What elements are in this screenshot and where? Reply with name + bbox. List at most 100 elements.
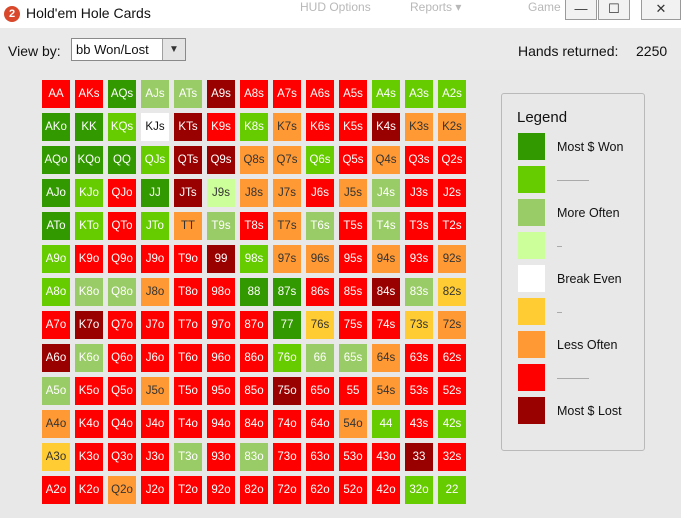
hand-cell[interactable]: 93o — [207, 443, 235, 471]
hand-cell[interactable]: 76s — [306, 311, 334, 339]
hand-cell[interactable]: 95s — [339, 245, 367, 273]
hand-cell[interactable]: J6o — [141, 344, 169, 372]
hand-cell[interactable]: 42s — [438, 410, 466, 438]
hand-cell[interactable]: J8o — [141, 278, 169, 306]
hand-cell[interactable]: J3o — [141, 443, 169, 471]
hand-cell[interactable]: T9o — [174, 245, 202, 273]
hand-cell[interactable]: 73s — [405, 311, 433, 339]
hand-cell[interactable]: K8o — [75, 278, 103, 306]
hand-cell[interactable]: KQs — [108, 113, 136, 141]
hand-cell[interactable]: Q4o — [108, 410, 136, 438]
hand-cell[interactable]: KTs — [174, 113, 202, 141]
hand-cell[interactable]: 62s — [438, 344, 466, 372]
hand-cell[interactable]: Q3s — [405, 146, 433, 174]
hand-cell[interactable]: T7s — [273, 212, 301, 240]
hand-cell[interactable]: J9o — [141, 245, 169, 273]
hand-cell[interactable]: Q8o — [108, 278, 136, 306]
hand-cell[interactable]: AJs — [141, 80, 169, 108]
hand-cell[interactable]: 92o — [207, 476, 235, 504]
hand-cell[interactable]: A2o — [42, 476, 70, 504]
hand-cell[interactable]: J5s — [339, 179, 367, 207]
hand-cell[interactable]: 94o — [207, 410, 235, 438]
hand-cell[interactable]: J2s — [438, 179, 466, 207]
hand-cell[interactable]: AJo — [42, 179, 70, 207]
hand-cell[interactable]: A5s — [339, 80, 367, 108]
hand-cell[interactable]: 74s — [372, 311, 400, 339]
hand-cell[interactable]: Q6o — [108, 344, 136, 372]
hand-cell[interactable]: 85s — [339, 278, 367, 306]
hand-cell[interactable]: 74o — [273, 410, 301, 438]
hand-cell[interactable]: K2s — [438, 113, 466, 141]
hand-cell[interactable]: 53o — [339, 443, 367, 471]
hand-cell[interactable]: T2o — [174, 476, 202, 504]
hand-cell[interactable]: K9s — [207, 113, 235, 141]
hand-cell[interactable]: TT — [174, 212, 202, 240]
hand-cell[interactable]: 55 — [339, 377, 367, 405]
hand-cell[interactable]: QJs — [141, 146, 169, 174]
hand-cell[interactable]: 44 — [372, 410, 400, 438]
hand-cell[interactable]: T4o — [174, 410, 202, 438]
hand-cell[interactable]: J2o — [141, 476, 169, 504]
hand-cell[interactable]: Q2o — [108, 476, 136, 504]
hand-cell[interactable]: Q7o — [108, 311, 136, 339]
hand-cell[interactable]: AQo — [42, 146, 70, 174]
hand-cell[interactable]: 54o — [339, 410, 367, 438]
hand-cell[interactable]: T2s — [438, 212, 466, 240]
hand-cell[interactable]: Q7s — [273, 146, 301, 174]
hand-cell[interactable]: A8o — [42, 278, 70, 306]
hand-cell[interactable]: 42o — [372, 476, 400, 504]
hand-cell[interactable]: A4o — [42, 410, 70, 438]
hand-cell[interactable]: Q6s — [306, 146, 334, 174]
hand-cell[interactable]: AQs — [108, 80, 136, 108]
hand-cell[interactable]: T6s — [306, 212, 334, 240]
hand-cell[interactable]: 93s — [405, 245, 433, 273]
hand-cell[interactable]: K5o — [75, 377, 103, 405]
hand-cell[interactable]: 52o — [339, 476, 367, 504]
hand-cell[interactable]: A8s — [240, 80, 268, 108]
hand-cell[interactable]: T4s — [372, 212, 400, 240]
hand-cell[interactable]: KJo — [75, 179, 103, 207]
hand-cell[interactable]: KK — [75, 113, 103, 141]
chevron-down-icon[interactable]: ▼ — [162, 39, 185, 60]
hand-cell[interactable]: 65s — [339, 344, 367, 372]
hand-cell[interactable]: A9s — [207, 80, 235, 108]
hand-cell[interactable]: 85o — [240, 377, 268, 405]
hand-cell[interactable]: QQ — [108, 146, 136, 174]
hand-cell[interactable]: 98s — [240, 245, 268, 273]
hand-cell[interactable]: KQo — [75, 146, 103, 174]
hand-cell[interactable]: 43s — [405, 410, 433, 438]
hand-cell[interactable]: AKo — [42, 113, 70, 141]
hand-cell[interactable]: 63o — [306, 443, 334, 471]
view-by-dropdown[interactable]: bb Won/Lost ▼ — [71, 38, 186, 61]
hand-cell[interactable]: J8s — [240, 179, 268, 207]
hand-cell[interactable]: 62o — [306, 476, 334, 504]
hand-cell[interactable]: K6s — [306, 113, 334, 141]
hand-cell[interactable]: J7o — [141, 311, 169, 339]
hand-cell[interactable]: Q5s — [339, 146, 367, 174]
hand-cell[interactable]: T8o — [174, 278, 202, 306]
hand-cell[interactable]: T9s — [207, 212, 235, 240]
hand-cell[interactable]: Q9s — [207, 146, 235, 174]
hand-cell[interactable]: K8s — [240, 113, 268, 141]
hand-cell[interactable]: JJ — [141, 179, 169, 207]
hand-cell[interactable]: Q2s — [438, 146, 466, 174]
hand-cell[interactable]: 96o — [207, 344, 235, 372]
hand-cell[interactable]: ATs — [174, 80, 202, 108]
hand-cell[interactable]: A2s — [438, 80, 466, 108]
hand-cell[interactable]: 63s — [405, 344, 433, 372]
hand-cell[interactable]: QTo — [108, 212, 136, 240]
hand-cell[interactable]: 75s — [339, 311, 367, 339]
hand-cell[interactable]: Q4s — [372, 146, 400, 174]
hand-cell[interactable]: 86o — [240, 344, 268, 372]
hand-cell[interactable]: AKs — [75, 80, 103, 108]
minimize-button[interactable]: — — [565, 0, 597, 20]
close-button[interactable]: ✕ — [641, 0, 681, 20]
hand-cell[interactable]: KJs — [141, 113, 169, 141]
hand-cell[interactable]: QJo — [108, 179, 136, 207]
hand-cell[interactable]: JTo — [141, 212, 169, 240]
hand-cell[interactable]: 64o — [306, 410, 334, 438]
hand-cell[interactable]: 76o — [273, 344, 301, 372]
hand-cell[interactable]: J4o — [141, 410, 169, 438]
hand-cell[interactable]: A9o — [42, 245, 70, 273]
hand-cell[interactable]: ATo — [42, 212, 70, 240]
